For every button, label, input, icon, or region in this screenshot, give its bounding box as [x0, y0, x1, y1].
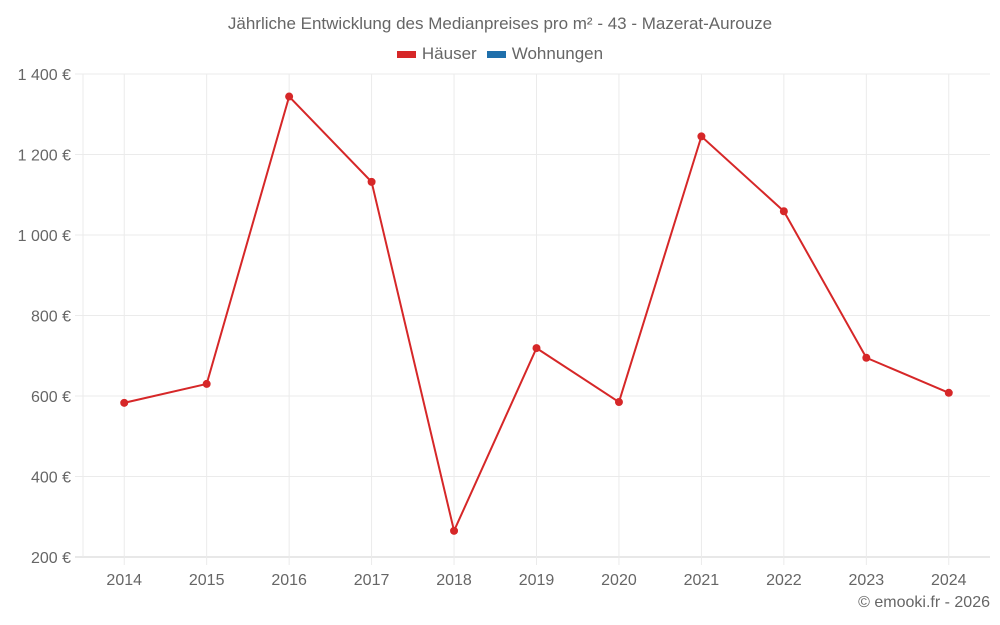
x-axis: 2014 2015 2016 2017 2018 2019 2020 2021 2022 2023… [106, 572, 966, 589]
y-tick-label: 800 € [31, 309, 71, 326]
y-axis: 200 € 400 € 600 € 800 € 1 000 € 1 200 € 1 400 … [18, 67, 71, 567]
y-tick-label: 1 400 € [18, 67, 71, 84]
legend-label-houses: Häuser [421, 44, 477, 63]
x-tick-label: 2015 [189, 572, 225, 589]
y-tick-label: 200 € [31, 550, 71, 567]
y-tick-label: 1 200 € [18, 148, 71, 165]
data-point[interactable] [120, 398, 129, 407]
legend-item-apartments[interactable]: Wohnungen [486, 44, 604, 64]
x-tick-label: 2020 [601, 572, 637, 589]
data-point[interactable] [367, 177, 376, 186]
data-point[interactable] [532, 344, 541, 353]
data-point[interactable] [614, 398, 623, 407]
apartments-swatch-icon [486, 50, 506, 58]
x-tick-label: 2023 [849, 572, 885, 589]
x-tick-label: 2014 [106, 572, 142, 589]
grid-lines [75, 73, 990, 565]
data-point[interactable] [450, 526, 459, 535]
houses-swatch-icon [396, 50, 416, 58]
x-tick-label: 2018 [436, 572, 472, 589]
x-tick-label: 2022 [766, 572, 802, 589]
y-tick-label: 600 € [31, 389, 71, 406]
data-point[interactable] [862, 353, 871, 362]
y-tick-label: 400 € [31, 470, 71, 487]
chart-title: Jährliche Entwicklung des Medianpreises … [227, 14, 773, 33]
series-houses [120, 92, 953, 535]
legend-label-apartments: Wohnungen [511, 44, 604, 63]
data-point[interactable] [202, 379, 211, 388]
x-tick-label: 2021 [684, 572, 720, 589]
x-tick-label: 2016 [271, 572, 307, 589]
data-point[interactable] [697, 132, 706, 141]
legend-item-houses[interactable]: Häuser [396, 44, 477, 64]
data-point[interactable] [779, 207, 788, 216]
credit-text: © emooki.fr - 2026 [858, 594, 990, 611]
data-point[interactable] [944, 388, 953, 397]
legend: Häuser Wohnungen [0, 44, 1000, 64]
x-tick-label: 2019 [519, 572, 555, 589]
data-point[interactable] [285, 92, 294, 101]
x-tick-label: 2017 [354, 572, 390, 589]
y-tick-label: 1 000 € [18, 228, 71, 245]
x-tick-label: 2024 [931, 572, 967, 589]
